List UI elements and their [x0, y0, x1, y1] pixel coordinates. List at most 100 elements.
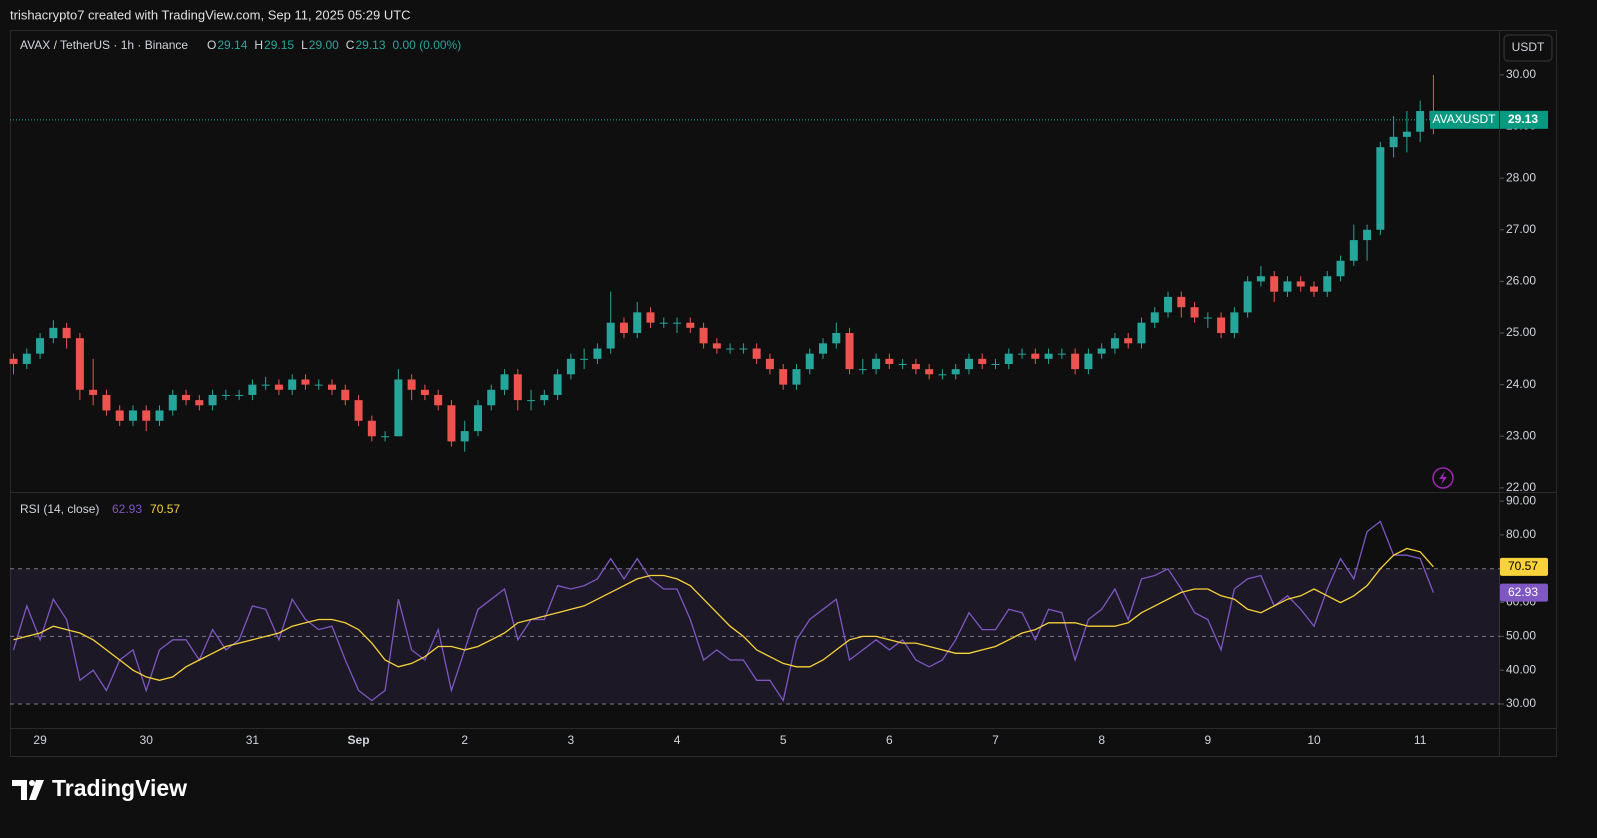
candle-body	[699, 327, 708, 344]
candle-body	[500, 374, 509, 390]
candle-body	[274, 384, 283, 390]
candle-body	[566, 358, 575, 375]
candle-body	[341, 389, 350, 401]
legend-change: 0.00 (0.00%)	[393, 38, 462, 52]
candle-body	[739, 348, 748, 350]
y-tick-label: 90.00	[1506, 493, 1536, 507]
candle-body	[62, 327, 71, 339]
frame	[10, 30, 1557, 757]
x-tick-label: 9	[1204, 733, 1211, 747]
candle-body	[49, 327, 58, 339]
x-tick-label: 5	[780, 733, 787, 747]
candle-body	[168, 394, 177, 411]
candle-body	[1057, 353, 1066, 355]
candle-body	[1164, 296, 1173, 313]
candle-body	[964, 358, 973, 370]
candle-body	[646, 312, 655, 323]
candle-body	[328, 384, 337, 390]
candle-body	[195, 400, 204, 406]
candle-body	[407, 379, 416, 390]
x-tick-label: 6	[886, 733, 893, 747]
candle-body	[991, 363, 1000, 365]
candle-body	[1296, 281, 1305, 287]
candle-body	[1044, 353, 1053, 359]
candle-body	[487, 389, 496, 406]
candle-body	[1018, 353, 1027, 355]
x-tick-label: 7	[992, 733, 999, 747]
rsi-value-tag	[1500, 583, 1548, 602]
y-tick-label: 50.00	[1506, 629, 1536, 643]
candle-body	[1323, 276, 1332, 292]
legend-key: L	[301, 38, 308, 52]
y-tick-label: 30.00	[1506, 696, 1536, 710]
candle-body	[633, 312, 642, 334]
candle-body	[659, 322, 668, 324]
candle-body	[686, 322, 695, 328]
candle-body	[712, 343, 721, 349]
alert-icon[interactable]	[1432, 467, 1454, 489]
candle-body	[673, 322, 682, 324]
candle-body	[394, 379, 403, 437]
candle-body	[1004, 353, 1013, 364]
candle-body	[473, 405, 482, 432]
rsi-line	[13, 547, 1434, 681]
y-tick-label: 22.00	[1506, 480, 1536, 494]
candle-body	[1177, 296, 1186, 308]
currency-button[interactable]	[1503, 34, 1553, 62]
x-tick-label: 11	[1414, 733, 1427, 747]
candle-body	[1203, 317, 1212, 319]
candle-body	[1031, 353, 1040, 359]
candle-body	[1309, 286, 1318, 292]
candle-body	[1217, 317, 1226, 334]
candle-body	[513, 374, 522, 401]
candle-body	[1190, 307, 1199, 318]
candle-body	[805, 353, 814, 370]
candle-body	[102, 394, 111, 411]
candle-body	[420, 389, 429, 395]
candle-body	[9, 358, 18, 364]
candle-body	[832, 333, 841, 344]
y-tick-label: 80.00	[1506, 527, 1536, 541]
candle-body	[606, 322, 615, 349]
rsi-legend-value: 62.93	[112, 502, 142, 516]
candle-body	[1270, 276, 1279, 292]
candle-body	[1071, 353, 1080, 370]
candle-body	[1097, 348, 1106, 354]
x-tick-label: 30	[140, 733, 154, 747]
y-tick-label: 25.00	[1506, 325, 1536, 339]
y-tick-label: 30.00	[1506, 67, 1536, 81]
candle-body	[1402, 131, 1411, 137]
x-tick-label: 10	[1307, 733, 1321, 747]
header: trishacrypto7 created with TradingView.c…	[10, 7, 411, 22]
legend-value: 29.00	[309, 38, 339, 52]
footer-text: TradingView	[52, 775, 187, 801]
candle-body	[460, 431, 469, 442]
candle-body	[858, 369, 867, 371]
candle-body	[1256, 276, 1265, 282]
rsi-title: RSI (14, close)	[20, 502, 99, 516]
candle-body	[1243, 281, 1252, 313]
y-tick-label: 40.00	[1506, 662, 1536, 676]
candle-body	[261, 384, 270, 386]
currency[interactable]: USDT	[1512, 40, 1545, 54]
candle-body	[580, 358, 589, 360]
symbol-tag-label: AVAXUSDT	[1433, 112, 1497, 126]
candle-body	[221, 394, 230, 396]
x-tick-label: 8	[1098, 733, 1105, 747]
candle-body	[925, 369, 934, 375]
x-tick-label: Sep	[348, 733, 370, 747]
candle-body	[819, 343, 828, 354]
candle-body	[208, 394, 217, 406]
rsi-value-tag-label: 70.57	[1508, 559, 1538, 573]
rsi-line	[12, 520, 1435, 703]
candle-body	[553, 374, 562, 395]
logo-dot	[29, 780, 35, 786]
candle-body	[978, 358, 987, 364]
candle-body	[938, 374, 947, 376]
candle-body	[752, 348, 761, 359]
legend-key: O	[207, 38, 216, 52]
candle-body	[314, 384, 323, 386]
logo-slash	[29, 780, 44, 800]
candle-body	[128, 410, 137, 421]
